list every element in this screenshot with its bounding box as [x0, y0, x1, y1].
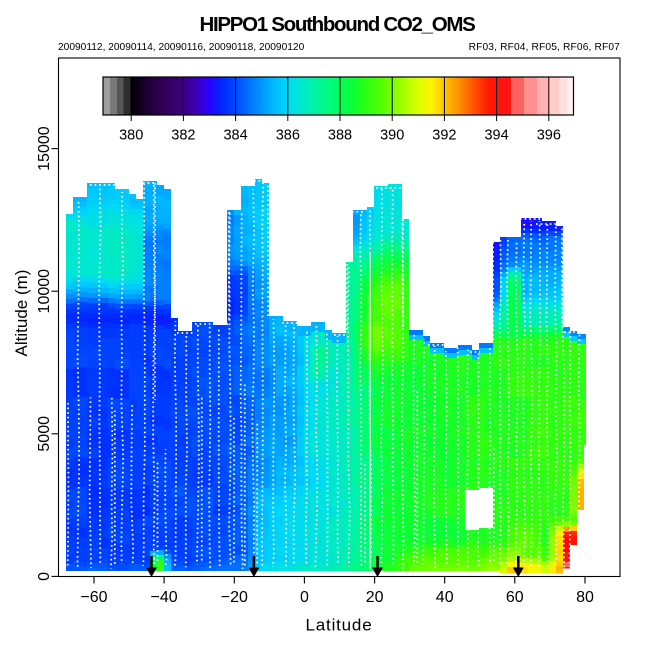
- svg-text:5000: 5000: [36, 416, 53, 452]
- svg-text:Altitude (m): Altitude (m): [12, 270, 31, 357]
- svg-text:15000: 15000: [36, 126, 53, 171]
- svg-text:80: 80: [576, 589, 594, 606]
- svg-text:390: 390: [380, 128, 404, 144]
- svg-text:382: 382: [171, 128, 195, 144]
- svg-text:384: 384: [223, 128, 247, 144]
- svg-text:0: 0: [300, 589, 309, 606]
- svg-text:60: 60: [506, 589, 524, 606]
- svg-text:380: 380: [119, 128, 143, 144]
- svg-text:20: 20: [366, 589, 384, 606]
- svg-text:HIPPO1 Southbound CO2_OMS: HIPPO1 Southbound CO2_OMS: [199, 13, 475, 36]
- svg-text:40: 40: [436, 589, 454, 606]
- svg-text:20090112, 20090114, 20090116,: 20090112, 20090114, 20090116, 20090118, …: [58, 42, 305, 53]
- svg-text:−60: −60: [80, 589, 107, 606]
- svg-text:10000: 10000: [36, 269, 53, 314]
- svg-text:386: 386: [276, 128, 300, 144]
- svg-text:Latitude: Latitude: [306, 616, 373, 635]
- svg-text:396: 396: [537, 128, 561, 144]
- svg-text:0: 0: [36, 572, 53, 581]
- svg-text:392: 392: [432, 128, 456, 144]
- svg-text:−40: −40: [151, 589, 178, 606]
- svg-text:394: 394: [484, 128, 508, 144]
- svg-text:RF03, RF04, RF05, RF06, RF07: RF03, RF04, RF05, RF06, RF07: [469, 42, 621, 53]
- svg-text:−20: −20: [221, 589, 248, 606]
- svg-text:388: 388: [328, 128, 352, 144]
